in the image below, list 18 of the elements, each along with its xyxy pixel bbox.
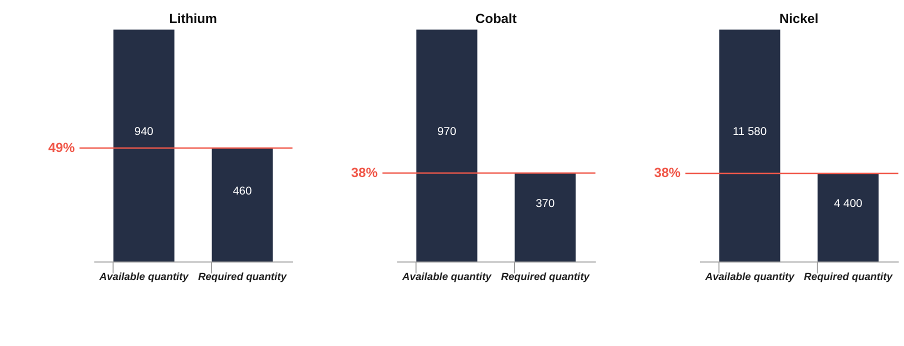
text: 38%	[654, 165, 681, 180]
data-label: 11 580	[732, 126, 767, 138]
text: 49%	[48, 140, 75, 155]
x-tick-label: Required quantity	[500, 272, 591, 283]
x-tick-label: Required quantity	[198, 272, 288, 283]
data-label: 940	[134, 126, 154, 138]
x-tick-label: Available quantity	[704, 272, 796, 283]
x-tick-label: Required quantity	[804, 272, 894, 283]
data-label: 970	[437, 126, 456, 138]
data-label: 460	[232, 185, 252, 198]
x-tick-label: Available quantity	[98, 272, 190, 283]
text: 38%	[351, 164, 378, 180]
chart-title: Nickel	[779, 10, 818, 26]
data-label: 370	[536, 198, 555, 210]
chart-title: Lithium	[169, 10, 218, 26]
chart-title: Cobalt	[475, 10, 518, 26]
data-label: 4 400	[834, 198, 862, 210]
x-tick-label: Available quantity	[401, 272, 493, 283]
